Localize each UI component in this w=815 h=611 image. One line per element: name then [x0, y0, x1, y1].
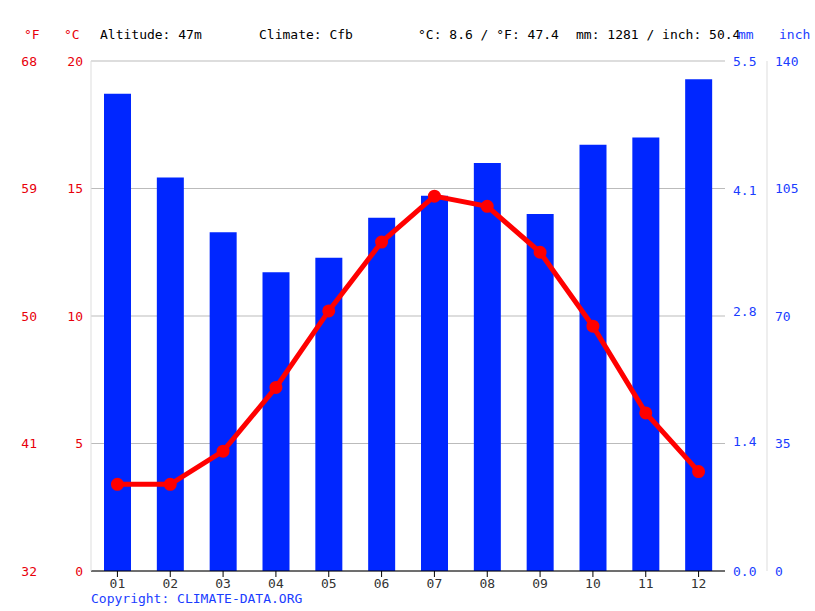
- svg-text:07: 07: [427, 576, 443, 591]
- html-text:Copyright: CLIMATE-DATA.ORG: Copyright: CLIMATE-DATA.ORG: [91, 591, 303, 606]
- svg-text:01: 01: [110, 576, 126, 591]
- svg-text:0.0: 0.0: [733, 564, 756, 579]
- svg-text:41: 41: [21, 436, 37, 451]
- svg-text:2.8: 2.8: [733, 304, 756, 319]
- svg-text:5.5: 5.5: [733, 54, 756, 69]
- svg-text:03: 03: [215, 576, 231, 591]
- svg-text:105: 105: [775, 181, 798, 196]
- svg-text:140: 140: [775, 54, 798, 69]
- svg-text:59: 59: [21, 181, 37, 196]
- html-text:mm: 1281 / inch: 50.4: mm: 1281 / inch: 50.4: [576, 27, 741, 42]
- html-text:mm: mm: [738, 27, 754, 42]
- svg-text:08: 08: [479, 576, 495, 591]
- svg-text:50: 50: [21, 309, 37, 324]
- svg-text:1.4: 1.4: [733, 434, 757, 449]
- svg-text:10: 10: [585, 576, 601, 591]
- html-text:°C: 8.6 / °F: 47.4: °C: 8.6 / °F: 47.4: [418, 27, 559, 42]
- svg-text:68: 68: [21, 54, 37, 69]
- svg-text:32: 32: [21, 564, 37, 579]
- svg-text:70: 70: [775, 309, 791, 324]
- svg-text:0: 0: [775, 564, 783, 579]
- svg-text:04: 04: [268, 576, 284, 591]
- svg-text:15: 15: [67, 181, 83, 196]
- svg-text:05: 05: [321, 576, 337, 591]
- svg-text:10: 10: [67, 309, 83, 324]
- svg-text:5: 5: [75, 436, 83, 451]
- svg-text:06: 06: [374, 576, 390, 591]
- svg-text:02: 02: [162, 576, 178, 591]
- svg-text:35: 35: [775, 436, 791, 451]
- html-text:Altitude: 47m: Altitude: 47m: [100, 27, 202, 42]
- svg-text:11: 11: [638, 576, 654, 591]
- svg-text:12: 12: [691, 576, 707, 591]
- svg-text:4.1: 4.1: [733, 183, 756, 198]
- html-text:Climate: Cfb: Climate: Cfb: [259, 27, 353, 42]
- html-text:inch: inch: [779, 27, 811, 42]
- html-text:°C: °C: [64, 27, 80, 42]
- svg-text:09: 09: [532, 576, 548, 591]
- svg-text:20: 20: [67, 54, 83, 69]
- svg-text:0: 0: [75, 564, 83, 579]
- html-text:°F: °F: [24, 27, 40, 42]
